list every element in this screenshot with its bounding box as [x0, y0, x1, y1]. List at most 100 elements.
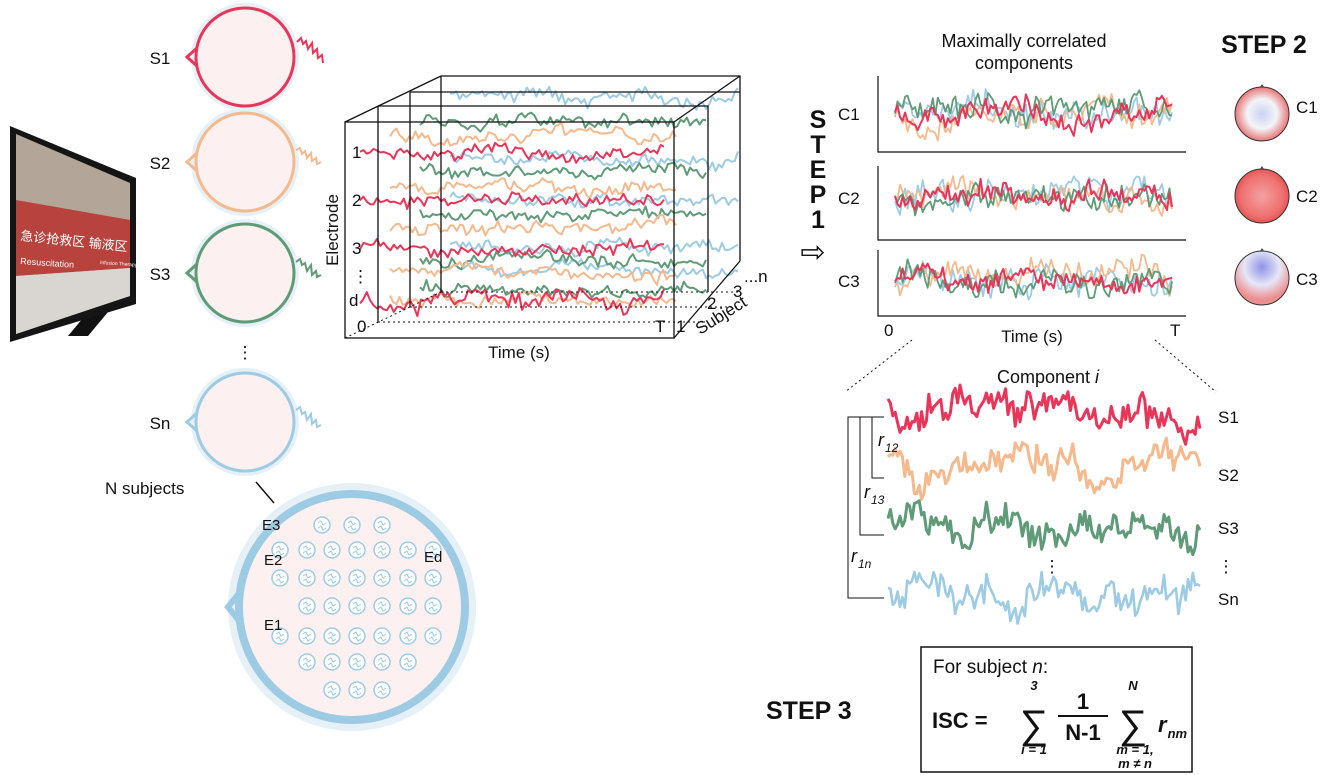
electrode-label-e3: E3 [262, 517, 280, 534]
electrode-site [399, 597, 417, 615]
component-label-c1: C1 [838, 105, 860, 124]
electrode-site [373, 541, 391, 559]
zoom-connector [255, 481, 275, 504]
comp-c2-s1 [894, 177, 1173, 213]
component-i-title: Component i [997, 367, 1100, 387]
head-s1 [194, 6, 296, 108]
electrode-label-e1: E1 [264, 617, 282, 634]
sum1-bottom: i = 1 [1021, 742, 1047, 757]
electrode-site [373, 597, 391, 615]
component-i-traces [886, 383, 1202, 625]
cube-depth-tick-3: 3 [733, 282, 742, 301]
ci-label-sn: Sn [1218, 590, 1239, 609]
cube-trace-sn-4 [449, 236, 739, 258]
electrode-site [373, 516, 391, 534]
electrode-site [348, 653, 366, 671]
cube-row-label-2: 2 [352, 191, 361, 210]
cube-trace-s2-2 [389, 177, 677, 199]
screen-banner [16, 200, 130, 276]
electrode-site [323, 541, 341, 559]
eeg-snippet-s1 [296, 36, 324, 64]
cube-depth-tick-1: 1 [676, 317, 685, 336]
step1-letter-e: E [810, 156, 827, 184]
cube-x-start: 0 [357, 317, 366, 336]
label-s2: S2 [150, 154, 171, 173]
components-panel: Maximally correlated components C1 C2 C3… [838, 31, 1217, 393]
n-subjects-caption: N subjects [105, 479, 184, 498]
ear-s1 [184, 46, 199, 68]
ci-label-s3: S3 [1218, 519, 1239, 538]
corr-r12: r12 [878, 430, 899, 455]
electrode-site [323, 653, 341, 671]
comp-c3-s3 [894, 258, 1173, 300]
comp-c3-s1 [894, 262, 1173, 295]
cube-trace-s3-1 [419, 111, 707, 133]
sum2-bottom2: m ≠ n [1118, 756, 1152, 771]
frac-numerator: 1 [1077, 689, 1089, 714]
step3-title: STEP 3 [766, 697, 852, 725]
formula-rhs: rnm [1158, 712, 1188, 741]
ear-sn [184, 411, 199, 433]
comp-c2-s3 [894, 181, 1173, 217]
isc-formula-box [920, 646, 1193, 773]
electrode-label-ed: Ed [424, 549, 442, 566]
electrode-site [271, 541, 289, 559]
ear-s3 [184, 262, 199, 284]
sum2-top: N [1128, 678, 1138, 693]
components-title-line2: components [975, 53, 1073, 73]
formula-intro: For subject n: [933, 657, 1048, 678]
electrode-site [343, 516, 361, 534]
components-title-line1: Maximally correlated [941, 31, 1106, 51]
sum2-bottom1: m = 1, [1116, 742, 1153, 757]
scalp-map-c2 [1234, 166, 1290, 224]
step1-arrow: ⇨ [800, 236, 825, 269]
electrode-site [298, 597, 316, 615]
electrode-site [298, 627, 316, 645]
electrode-site [298, 569, 316, 587]
big-head-ear [224, 590, 243, 624]
ci-trace-s2 [886, 436, 1202, 501]
ci-trace-s3 [886, 499, 1202, 557]
step1: S T E P 1 ⇨ [800, 106, 826, 269]
component-traces [894, 88, 1173, 301]
components-x-start: 0 [884, 321, 893, 340]
cube-trace-s3-5 [419, 279, 707, 299]
screen-wall [16, 268, 130, 334]
ci-trace-s1 [886, 383, 1202, 446]
electrode-site [323, 681, 341, 699]
electrode-site [298, 541, 316, 559]
electrode-site [399, 569, 417, 587]
electrode-site [373, 627, 391, 645]
ci-label-s1: S1 [1218, 408, 1239, 427]
head-s2 [194, 111, 296, 213]
map-label-c2: C2 [1296, 187, 1318, 206]
scalp-map-c1 [1234, 84, 1290, 142]
step1-letter-p: P [810, 181, 827, 209]
electrode-site [323, 597, 341, 615]
sum1-top: 3 [1030, 678, 1038, 693]
subject-heads: S1 S2 S3 ⋮ Sn N subjects [105, 3, 324, 504]
correlation-brackets [847, 416, 884, 599]
electrode-site [298, 653, 316, 671]
electrode-site [348, 541, 366, 559]
electrode-site [348, 681, 366, 699]
cube-dotted-base [344, 291, 740, 339]
electrode-site [399, 541, 417, 559]
component-axes [877, 76, 1186, 317]
cube-trace-s1-2 [359, 191, 665, 210]
cube-trace-sn-2 [449, 149, 739, 173]
electrode-site [348, 569, 366, 587]
eeg-snippet-s3 [295, 257, 322, 279]
electrode-site [424, 569, 442, 587]
cube-depth-tick-2: 2 [707, 294, 716, 313]
electrode-site [271, 627, 289, 645]
cube-trace-s3-2 [419, 161, 707, 181]
comp-c2-s2 [894, 174, 1173, 217]
eeg-snippet-s2 [295, 146, 322, 166]
component-label-c2: C2 [838, 189, 860, 208]
electrode-site [424, 541, 442, 559]
map-label-c3: C3 [1296, 270, 1318, 289]
stimulus-monitor: 急诊抢救区 输液区 Resuscitation Infusion Therapy [10, 126, 138, 342]
cube-trace-s1-1 [359, 141, 665, 164]
cube-trace-sn-5 [449, 258, 739, 280]
